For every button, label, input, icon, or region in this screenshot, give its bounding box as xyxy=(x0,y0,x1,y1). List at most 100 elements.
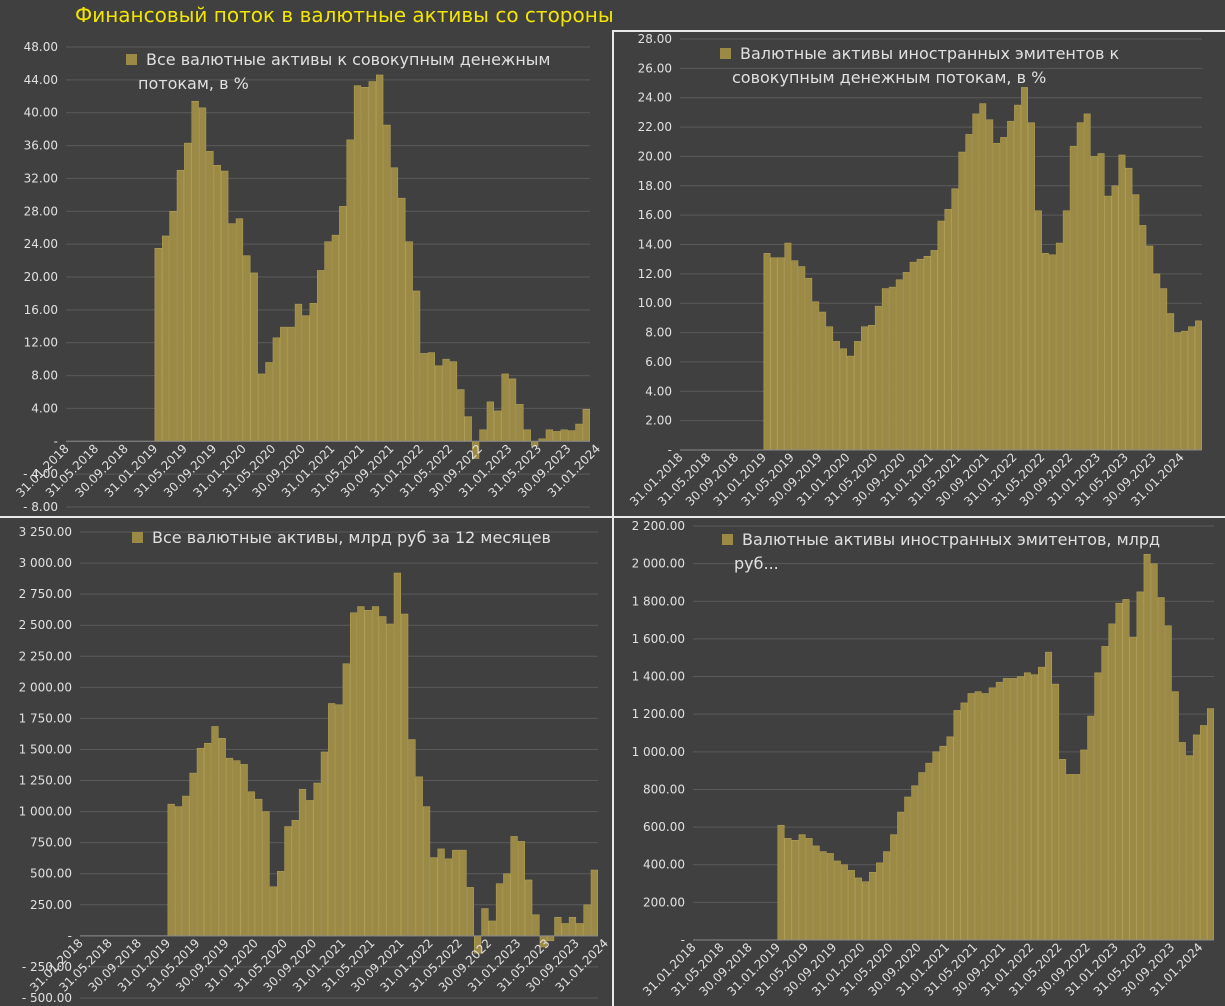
bar xyxy=(784,242,792,451)
bar xyxy=(819,851,827,941)
bar xyxy=(1143,553,1151,941)
bar xyxy=(262,811,270,937)
bar xyxy=(501,373,509,442)
bar xyxy=(953,710,961,941)
y-tick-label: 200.00 xyxy=(643,895,685,909)
bar xyxy=(510,836,518,937)
bar xyxy=(277,870,285,937)
bar xyxy=(457,389,465,442)
bar xyxy=(1080,749,1088,941)
bar xyxy=(1150,563,1158,941)
bar xyxy=(466,887,474,937)
bar xyxy=(1009,678,1017,941)
bar xyxy=(408,739,416,937)
chart-panel-share-foreign-issuers: - 2.00 4.00 6.00 8.00 10.00 12.00 14.00 16.00 18.… xyxy=(614,32,1225,516)
bar xyxy=(346,139,354,442)
bar xyxy=(516,404,524,442)
y-tick-label: 28.00 xyxy=(24,204,58,218)
bar xyxy=(958,151,966,451)
bar xyxy=(568,916,577,937)
bar xyxy=(967,693,975,941)
bar xyxy=(435,365,443,442)
y-tick-label: 1 600.00 xyxy=(632,632,685,646)
bar xyxy=(918,772,926,941)
bar xyxy=(161,235,170,442)
bar xyxy=(960,702,968,941)
bar xyxy=(313,782,321,937)
chart-svg-share-foreign-issuers: - 2.00 4.00 6.00 8.00 10.00 12.00 14.00 16.00 18.… xyxy=(627,32,1202,509)
bar xyxy=(255,798,263,937)
y-tick-label: 2 000.00 xyxy=(19,680,72,694)
bar xyxy=(198,107,207,442)
y-tick-label: 22.00 xyxy=(638,120,672,134)
bar xyxy=(1101,646,1109,941)
bar xyxy=(582,409,590,442)
bar xyxy=(911,785,919,941)
bar xyxy=(1052,683,1060,941)
y-tick-label: 28.00 xyxy=(638,32,672,46)
y-tick-label: 4.00 xyxy=(31,401,58,415)
bar xyxy=(1146,245,1154,451)
bar xyxy=(937,220,945,451)
y-tick-label: 500.00 xyxy=(30,867,72,881)
bar xyxy=(1016,676,1024,941)
bar xyxy=(847,355,854,451)
bar xyxy=(1066,774,1074,941)
y-tick-label: 12.00 xyxy=(638,267,672,281)
bar xyxy=(415,776,423,937)
bar xyxy=(1129,636,1137,941)
chart-panel-all-fx-rub: - 500.00 - 250.00 - 250.00 500.00 750.00 1 000… xyxy=(0,518,612,1006)
y-tick-label: 2 500.00 xyxy=(19,618,72,632)
bar xyxy=(876,862,884,941)
y-tick-label: - xyxy=(68,929,72,943)
bar xyxy=(965,134,973,451)
bar xyxy=(361,87,369,442)
bar xyxy=(206,151,214,442)
bar xyxy=(184,142,192,442)
bar xyxy=(833,860,841,941)
y-tick-label: 8.00 xyxy=(645,326,672,340)
legend-marker xyxy=(132,532,143,543)
bar xyxy=(777,824,785,941)
bar xyxy=(1164,625,1172,941)
y-tick-label: 1 200.00 xyxy=(632,707,685,721)
bar xyxy=(390,167,399,442)
bar xyxy=(791,260,799,451)
bar xyxy=(1038,666,1045,941)
bar xyxy=(862,881,869,941)
bar xyxy=(590,869,598,937)
bar xyxy=(1002,678,1010,941)
bar xyxy=(1207,708,1214,941)
bar xyxy=(1076,122,1084,451)
bar xyxy=(930,250,938,451)
bar xyxy=(383,124,391,442)
bar xyxy=(951,188,959,451)
bar xyxy=(560,429,568,442)
y-tick-label: 20.00 xyxy=(24,270,58,284)
bar xyxy=(316,270,325,442)
y-tick-label: 750.00 xyxy=(30,836,72,850)
bar xyxy=(1021,87,1028,451)
y-tick-label: 16.00 xyxy=(638,208,672,222)
bar xyxy=(335,704,343,937)
bar xyxy=(1174,332,1182,451)
bar xyxy=(1108,623,1116,941)
bar xyxy=(233,760,241,937)
bar xyxy=(376,74,384,442)
bar xyxy=(495,883,504,937)
bar xyxy=(349,612,358,937)
bar xyxy=(897,811,905,941)
bar xyxy=(189,772,197,937)
bar xyxy=(791,840,799,941)
bar xyxy=(895,279,903,451)
bar xyxy=(437,848,445,937)
bar xyxy=(1069,145,1077,451)
bar xyxy=(1023,672,1031,941)
bar xyxy=(576,923,584,937)
bar xyxy=(567,430,576,442)
bar xyxy=(1115,602,1123,941)
y-tick-label: 20.00 xyxy=(638,149,672,163)
y-tick-label: 3 250.00 xyxy=(19,525,72,539)
bar xyxy=(890,834,898,941)
bar xyxy=(979,103,987,451)
